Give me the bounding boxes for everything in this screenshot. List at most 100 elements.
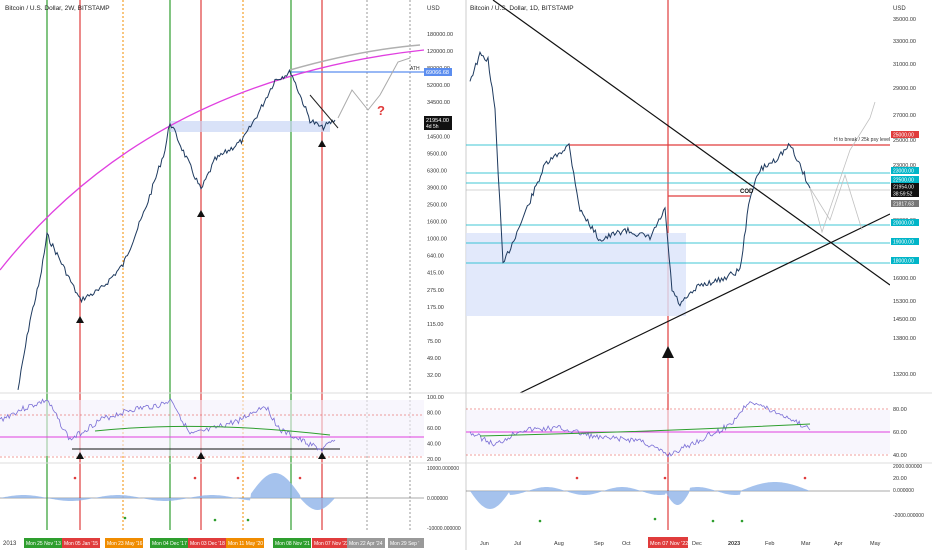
uptrend-line bbox=[519, 213, 891, 394]
question-mark: ? bbox=[377, 103, 385, 118]
downtrend-line bbox=[492, 0, 891, 286]
rsi-tick-label: 60.00 bbox=[893, 430, 907, 436]
price-tag bbox=[891, 257, 919, 264]
date-badge bbox=[62, 538, 100, 548]
date-badge bbox=[226, 538, 264, 548]
upper-curve-arc bbox=[289, 44, 421, 71]
y-tick-label: 34500.00 bbox=[427, 100, 450, 106]
date-badge bbox=[347, 538, 385, 548]
y-tick-label: 27000.00 bbox=[893, 113, 916, 119]
macd-tick-label: -2000.000000 bbox=[893, 513, 924, 519]
price-tag-label: 23000.00 bbox=[893, 169, 914, 175]
date-badge-label: Mon 23 May '16 bbox=[107, 541, 143, 547]
y-tick-label: 14500.00 bbox=[893, 317, 916, 323]
bottom-marker bbox=[197, 210, 205, 217]
cod-label: COD bbox=[740, 189, 754, 195]
macd-tick-label: -10000.000000 bbox=[427, 526, 461, 532]
y-tick-label: 180000.00 bbox=[427, 32, 453, 38]
date-badge bbox=[24, 538, 62, 548]
y-tick-label: 23000.00 bbox=[893, 163, 916, 169]
macd-histogram bbox=[0, 473, 335, 510]
macd-dot bbox=[193, 476, 197, 480]
projection-path bbox=[809, 173, 863, 231]
price-tag bbox=[891, 131, 919, 138]
projection-path bbox=[337, 57, 411, 119]
x-tick-label: Apr bbox=[834, 541, 843, 547]
date-badge bbox=[150, 538, 188, 548]
ath-price: 69066.68 bbox=[426, 70, 449, 76]
macd-tick-label: 0.000000 bbox=[893, 488, 914, 494]
left-year-label: 2013 bbox=[3, 541, 17, 547]
date-badges: Mon 25 Nov '13 Mon 05 Jan '15 Mon 23 May '… bbox=[24, 538, 424, 548]
date-badge-label: Mon 25 Nov '13 bbox=[26, 541, 61, 547]
left-rsi-axis: 100.00 80.00 60.00 40.00 20.00 bbox=[427, 395, 444, 463]
rsi-band bbox=[0, 400, 424, 456]
macd-dot bbox=[123, 516, 127, 520]
date-badge-label: Mon 11 May '20 bbox=[228, 541, 263, 547]
x-tick-label: Dec bbox=[692, 541, 702, 547]
date-badge-label: Mon 08 Nov '21 bbox=[275, 541, 310, 547]
rsi-ma bbox=[479, 423, 811, 437]
left-macd-axis: 10000.000000 0.000000 -10000.000000 bbox=[427, 466, 461, 532]
date-badge bbox=[312, 538, 350, 548]
y-tick-label: 75.00 bbox=[427, 339, 441, 345]
x-tick-label: Jun bbox=[480, 541, 489, 547]
price-tag bbox=[891, 167, 919, 174]
rsi-marker bbox=[318, 452, 326, 459]
price-series bbox=[469, 50, 811, 307]
macd-dot bbox=[711, 519, 715, 523]
left-currency: USD bbox=[427, 6, 440, 12]
price-sub: 4d 5h bbox=[426, 124, 439, 130]
macd-tick-label: 0.000000 bbox=[427, 496, 448, 502]
rsi-tick-label: 40.00 bbox=[427, 442, 441, 448]
date-badge bbox=[105, 538, 143, 548]
macd-dot bbox=[538, 519, 542, 523]
y-tick-label: 15300.00 bbox=[893, 299, 916, 305]
x-tick-label: Feb bbox=[765, 541, 774, 547]
y-tick-label: 31000.00 bbox=[893, 62, 916, 68]
right-macd-axis: 2000.000000 0.000000 -2000.000000 bbox=[893, 464, 924, 519]
macd-dot bbox=[653, 517, 657, 521]
price-tag bbox=[424, 116, 452, 130]
x-tick-label: 2023 bbox=[728, 541, 740, 547]
y-tick-label: 415.00 bbox=[427, 271, 444, 277]
ath-price-tag bbox=[424, 68, 452, 76]
right-price-tags: 25000.00 23000.00 22500.0021954.0038:59:52… bbox=[891, 131, 919, 265]
rsi-tick-label: 20.00 bbox=[427, 457, 441, 463]
price-tag bbox=[891, 200, 919, 207]
y-tick-label: 13200.00 bbox=[893, 372, 916, 378]
price-series bbox=[17, 68, 336, 390]
price-tag-label: 21817.63 bbox=[893, 202, 914, 208]
right-axis-bg bbox=[890, 0, 932, 550]
price-tag bbox=[891, 183, 919, 190]
price-tag-label: 19000.00 bbox=[893, 240, 914, 246]
price-tag-label: 21954.00 bbox=[893, 185, 914, 191]
bottom-marker bbox=[662, 346, 674, 358]
ath-label: ATH bbox=[410, 66, 420, 72]
macd-dot bbox=[740, 519, 744, 523]
log-curve-arc bbox=[0, 49, 425, 271]
price-tag bbox=[891, 190, 919, 197]
y-tick-label: 3900.00 bbox=[427, 185, 447, 191]
projection-path bbox=[809, 101, 876, 234]
y-tick-label: 120000.00 bbox=[427, 49, 453, 55]
macd-dot bbox=[236, 476, 240, 480]
price-label: 21954.00 bbox=[426, 118, 449, 124]
y-tick-label: 29000.00 bbox=[893, 86, 916, 92]
left-axis-bg bbox=[424, 0, 466, 550]
y-tick-label: 175.00 bbox=[427, 305, 444, 311]
rsi-tick-label: 80.00 bbox=[427, 411, 441, 417]
price-tag-label: 38:59:52 bbox=[893, 192, 913, 198]
price-tag-label: 18000.00 bbox=[893, 259, 914, 265]
date-badge-label: Mon 03 Dec '18 bbox=[190, 541, 225, 547]
x-tick-label: Mar bbox=[801, 541, 811, 547]
macd-dot bbox=[246, 518, 250, 522]
y-tick-label: 52000.00 bbox=[427, 83, 450, 89]
date-badge bbox=[388, 538, 424, 548]
price-tag bbox=[891, 219, 919, 226]
x-tick-label: Sep bbox=[594, 541, 604, 547]
right-chart: COD H to break / 25k psy level Bitcoin /… bbox=[465, 0, 932, 550]
macd-dot bbox=[803, 476, 807, 480]
rsi-tick-label: 40.00 bbox=[893, 453, 907, 459]
